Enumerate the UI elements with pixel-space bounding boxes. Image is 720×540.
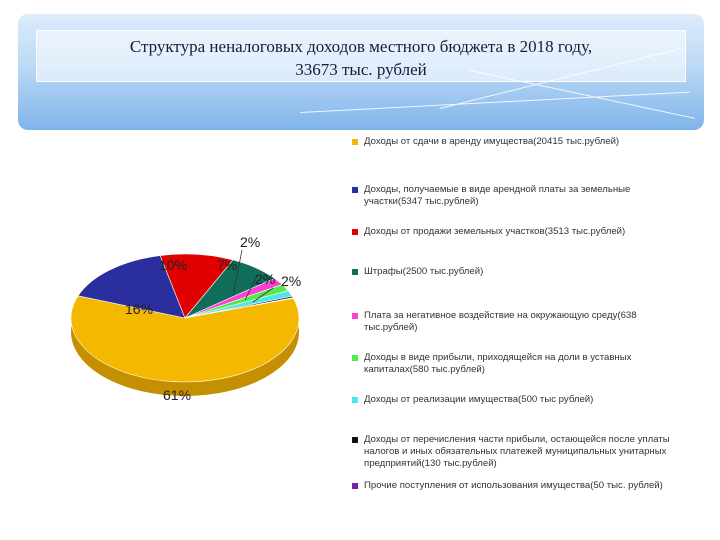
slice-percent-label: 7% bbox=[217, 257, 237, 273]
legend-label: Доходы в виде прибыли, приходящейся на д… bbox=[364, 352, 632, 375]
slice-percent-label: 10% bbox=[159, 257, 187, 273]
legend-swatch bbox=[352, 437, 358, 443]
chart-title-line-1: Структура неналоговых доходов местного б… bbox=[129, 37, 593, 56]
pie-slice bbox=[159, 253, 234, 319]
chart-title: Структура неналоговых доходов местного б… bbox=[36, 30, 686, 82]
pie-slice bbox=[70, 295, 300, 383]
legend-swatch bbox=[352, 313, 358, 319]
legend-item: Штрафы(2500 тыс.рублей) bbox=[352, 266, 682, 278]
slice-percent-label: 16% bbox=[125, 301, 153, 317]
leader-line bbox=[232, 249, 243, 297]
slice-percent-label: 61% bbox=[163, 387, 191, 403]
legend-swatch bbox=[352, 139, 358, 145]
legend-swatch bbox=[352, 483, 358, 489]
legend-item: Доходы в виде прибыли, приходящейся на д… bbox=[352, 352, 682, 376]
slice-percent-label: 2% bbox=[281, 273, 301, 289]
legend-swatch bbox=[352, 229, 358, 235]
legend-label: Плата за негативное воздействие на окруж… bbox=[364, 310, 637, 333]
legend-label: Доходы от перечисления части прибыли, ос… bbox=[364, 434, 670, 469]
pie-chart: 61% 16% 10% 7% 2% 2% 2% bbox=[55, 230, 315, 430]
legend-label: Доходы от реализации имущества(500 тыс р… bbox=[364, 394, 594, 405]
legend-label: Доходы от продажи земельных участков(351… bbox=[364, 226, 626, 237]
legend-label: Доходы от сдачи в аренду имущества(20415… bbox=[364, 136, 620, 147]
legend-label: Доходы, получаемые в виде арендной платы… bbox=[364, 184, 631, 207]
legend-item: Плата за негативное воздействие на окруж… bbox=[352, 310, 682, 334]
legend-item: Доходы от сдачи в аренду имущества(20415… bbox=[352, 136, 682, 148]
leader-line bbox=[252, 287, 274, 303]
legend-item: Доходы от перечисления части прибыли, ос… bbox=[352, 434, 682, 470]
pie-slice bbox=[184, 297, 294, 319]
legend-item: Доходы, получаемые в виде арендной платы… bbox=[352, 184, 682, 208]
legend-item: Прочие поступления от использования имущ… bbox=[352, 480, 682, 492]
legend-item: Доходы от продажи земельных участков(351… bbox=[352, 226, 682, 238]
chart-title-line-2: 33673 тыс. рублей bbox=[295, 60, 427, 79]
pie-chart-svg: 61%16%10% 7%2%2% 2% bbox=[70, 234, 301, 403]
legend-swatch bbox=[352, 355, 358, 361]
pie-slice bbox=[77, 255, 186, 319]
slice-percent-label: 2% bbox=[255, 271, 275, 287]
legend-swatch bbox=[352, 269, 358, 275]
legend-label: Штрафы(2500 тыс.рублей) bbox=[364, 266, 484, 277]
legend-item: Доходы от реализации имущества(500 тыс р… bbox=[352, 394, 682, 406]
legend-label: Прочие поступления от использования имущ… bbox=[364, 480, 663, 491]
leader-line bbox=[244, 275, 258, 301]
legend-swatch bbox=[352, 187, 358, 193]
legend-swatch bbox=[352, 397, 358, 403]
slice-percent-label: 2% bbox=[240, 234, 260, 250]
